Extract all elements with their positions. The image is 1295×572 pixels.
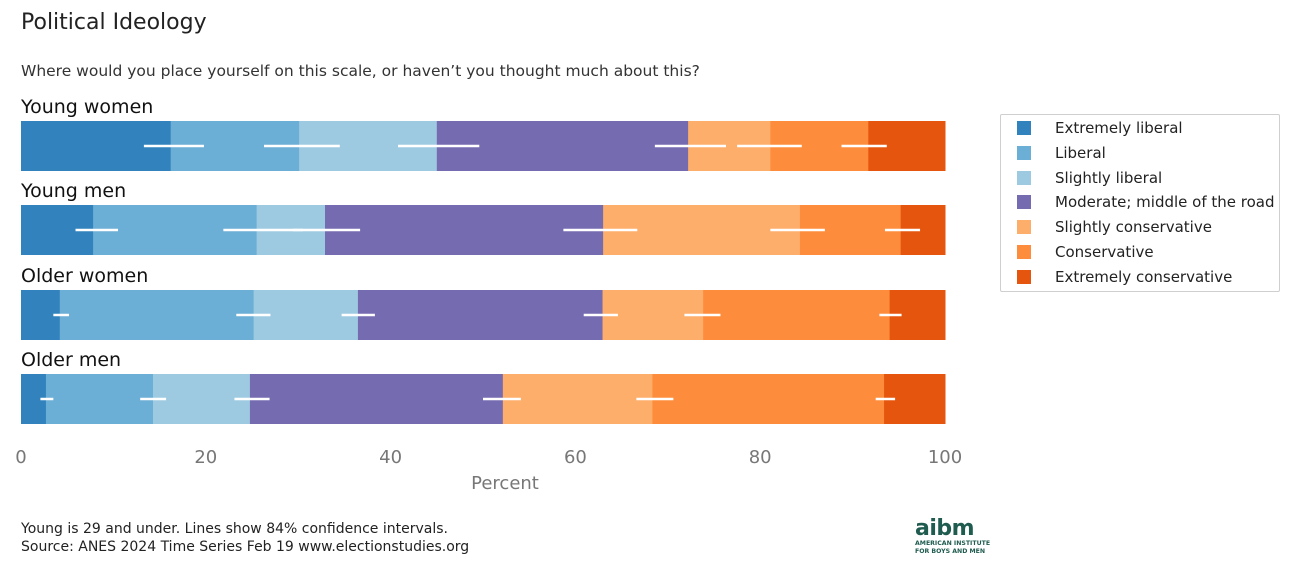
bar-segment [253, 290, 359, 340]
x-tick-label: 60 [564, 447, 587, 468]
legend-item: Slightly conservative [1017, 216, 1212, 238]
legend-swatch [1017, 220, 1031, 235]
logo-wordmark: aibm [915, 516, 975, 541]
legend-item: Conservative [1017, 241, 1154, 263]
legend-label: Slightly conservative [1055, 218, 1212, 237]
group-label: Older women [21, 265, 148, 287]
group-label: Older men [21, 349, 121, 371]
legend-item: Slightly liberal [1017, 167, 1162, 189]
bar-segment [502, 374, 653, 424]
source-note: Source: ANES 2024 Time Series Feb 19 www… [21, 539, 470, 555]
x-axis-label: Percent [471, 473, 539, 494]
chart-subtitle: Where would you place yourself on this s… [21, 62, 700, 80]
x-tick-label: 20 [194, 447, 217, 468]
logo-subtitle-1: AMERICAN INSTITUTE [915, 540, 991, 547]
footnote: Young is 29 and under. Lines show 84% co… [21, 521, 448, 537]
bar-segment [652, 374, 885, 424]
group-label: Young men [20, 180, 126, 202]
x-tick-label: 40 [379, 447, 402, 468]
chart-title: Political Ideology [21, 10, 207, 35]
x-tick-label: 100 [928, 447, 962, 468]
legend-item: Moderate; middle of the road [1017, 191, 1275, 213]
bar-segment [703, 290, 891, 340]
legend-label: Extremely liberal [1055, 119, 1183, 137]
bar-segment [249, 374, 504, 424]
logo-subtitle-2: FOR BOYS AND MEN [915, 547, 986, 555]
bar-segment [153, 374, 251, 424]
aibm-logo: aibm AMERICAN INSTITUTE FOR BOYS AND MEN [915, 518, 995, 560]
legend-item: Extremely conservative [1017, 266, 1232, 288]
legend-item: Extremely liberal [1017, 117, 1183, 139]
legend-label: Moderate; middle of the road [1055, 193, 1275, 212]
legend-swatch [1017, 145, 1031, 160]
bar-segment [324, 205, 604, 255]
legend-item: Liberal [1017, 142, 1106, 164]
legend-swatch [1017, 245, 1031, 259]
legend-swatch [1017, 121, 1031, 135]
legend: Extremely liberal Liberal Slightly liberal… [1000, 114, 1280, 292]
bar-segment [45, 374, 154, 424]
legend-label: Extremely conservative [1055, 267, 1233, 286]
legend-label: Slightly liberal [1055, 168, 1163, 187]
x-tick-label: 0 [15, 447, 26, 468]
legend-swatch [1017, 269, 1031, 284]
legend-swatch [1017, 170, 1031, 185]
legend-label: Liberal [1055, 143, 1106, 162]
bar-segment [59, 290, 255, 340]
legend-swatch [1017, 195, 1031, 210]
x-tick-label: 80 [749, 447, 772, 468]
bar-segment [357, 290, 604, 340]
group-label: Young women [20, 96, 153, 118]
legend-label: Conservative [1055, 243, 1154, 261]
